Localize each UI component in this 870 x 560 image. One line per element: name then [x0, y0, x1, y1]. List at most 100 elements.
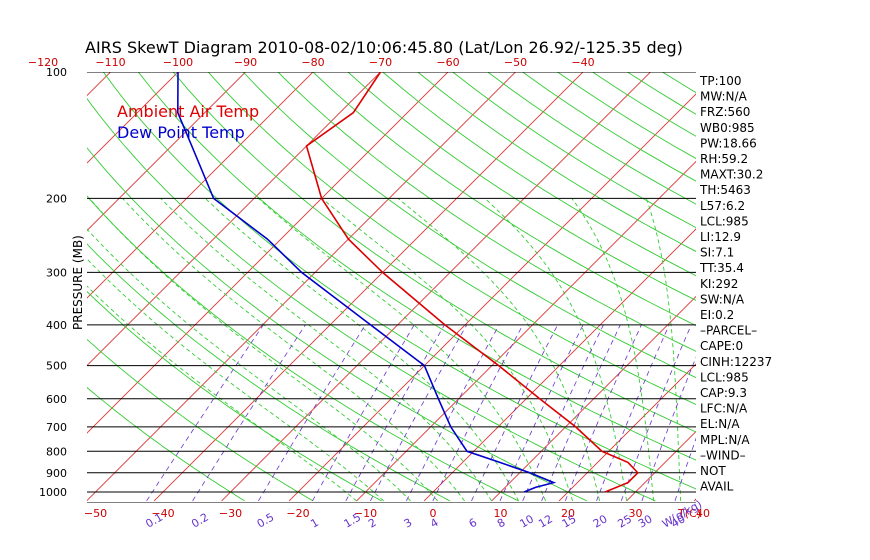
sounding-stat-item: –PARCEL–	[700, 324, 757, 338]
top-temperature-tick-label: −70	[369, 56, 392, 69]
isotherm-line	[87, 72, 179, 164]
pressure-axis-labels: 100 200 300 400 500 600 700 800 900 1000	[39, 66, 67, 499]
bottom-temperature-tick-label: 10	[494, 507, 508, 520]
mixing-ratio-tick-label: 0.5	[255, 511, 277, 531]
mixing-ratio-tick-label: 1	[308, 516, 321, 531]
sounding-stat-item: LI:12.9	[700, 230, 741, 244]
dry-adiabat-line	[102, 72, 696, 490]
mixing-ratio-tick-label: 0.2	[189, 511, 211, 531]
isotherm-line	[87, 72, 247, 232]
dry-adiabat-line	[382, 72, 696, 277]
dry-adiabat-line	[242, 72, 696, 379]
mixing-ratio-tick-label: 25	[616, 512, 635, 530]
mixing-ratio-line	[499, 324, 584, 502]
moist-adiabat-line	[87, 285, 357, 502]
mixing-ratio-tick-label: 6	[467, 516, 480, 531]
dry-adiabat-line	[87, 243, 451, 502]
y-axis-label: PRESSURE (MB)	[71, 235, 85, 330]
sounding-stat-item: MPL:N/A	[700, 433, 750, 447]
dry-adiabat-line	[137, 72, 696, 461]
pressure-tick-label: 200	[46, 192, 67, 205]
pressure-tick-label: 400	[46, 319, 67, 332]
pressure-tick-label: 500	[46, 360, 67, 373]
chart-title: AIRS SkewT Diagram 2010-08-02/10:06:45.8…	[85, 38, 683, 57]
pressure-tick-label: 900	[46, 467, 67, 480]
pressure-tick-label: 600	[46, 393, 67, 406]
moist-adiabat-line	[122, 198, 465, 502]
mixing-ratio-line	[312, 324, 415, 502]
bottom-temperature-tick-label: 20	[561, 507, 575, 520]
mixing-ratio-line	[432, 324, 524, 502]
sounding-stat-item: WB0:985	[700, 121, 755, 135]
moist-adiabat-lines	[87, 198, 682, 502]
mixing-ratio-line	[674, 437, 696, 502]
sounding-stat-item: LFC:N/A	[700, 402, 748, 416]
sounding-stat-item: PW:18.66	[700, 136, 757, 150]
moist-adiabat-line	[484, 198, 628, 501]
bottom-temperature-tick-label: −10	[354, 507, 377, 520]
mixing-ratio-tick-label: 20	[591, 512, 610, 530]
moist-adiabat-line	[87, 228, 411, 502]
top-temperature-tick-label: −80	[301, 56, 324, 69]
bottom-temperature-tick-label: −30	[219, 507, 242, 520]
mixing-ratio-line	[146, 324, 264, 502]
sounding-stat-item: MW:N/A	[700, 90, 748, 104]
sounding-stat-item: CAP:9.3	[700, 386, 747, 400]
sounding-stat-item: NOT	[700, 464, 726, 478]
sounding-stat-item: –WIND–	[700, 448, 746, 462]
mixing-ratio-line	[345, 324, 445, 502]
dry-adiabat-line	[87, 338, 314, 502]
bottom-temperature-tick-label: −40	[151, 507, 174, 520]
mixing-ratio-line	[258, 324, 366, 502]
pressure-tick-label: 800	[46, 445, 67, 458]
moist-adiabat-line	[321, 198, 574, 502]
mixing-ratio-tick-label: 3	[402, 516, 415, 531]
ambient-air-temp-line	[305, 72, 639, 493]
dry-adiabat-line	[312, 72, 696, 327]
isotherm-line	[288, 93, 696, 502]
temperature-unit-label: T(C)	[677, 507, 701, 520]
isotherm-line	[221, 72, 652, 502]
dry-adiabat-line	[87, 147, 588, 502]
sounding-stat-item: FRZ:560	[700, 105, 750, 119]
top-temperature-tick-label: −60	[436, 56, 459, 69]
top-temperature-tick-label: −90	[234, 56, 257, 69]
mixing-ratio-tick-label: 4	[428, 516, 441, 531]
sounding-stat-item: CINH:12237	[700, 355, 772, 369]
sounding-stat-item: CAPE:0	[700, 339, 743, 353]
dry-adiabat-line	[172, 72, 696, 433]
sounding-stat-item: AVAIL	[700, 480, 734, 494]
sounding-stat-item: EI:0.2	[700, 308, 734, 322]
top-temperature-labels: −120 −110 −100 −90 −80 −70 −60 −50 −40	[28, 56, 595, 69]
sounding-stat-item: EL:N/A	[700, 417, 740, 431]
sounding-stat-item: RH:59.2	[700, 152, 748, 166]
isotherm-line	[491, 295, 696, 502]
sounding-stat-item: KI:292	[700, 277, 738, 291]
mixing-ratio-line	[620, 324, 692, 502]
moist-adiabat-line	[160, 198, 492, 502]
sounding-stat-item: TP:100	[699, 74, 742, 88]
moist-adiabat-line	[89, 198, 438, 502]
dew-point-temp-line	[176, 72, 557, 493]
mixing-ratio-tick-label: 12	[536, 512, 555, 530]
mixing-ratio-line	[541, 324, 621, 502]
bottom-temperature-labels: −50 −40 −30 −20 −10 0 10 20 30 40	[84, 507, 710, 520]
dry-adiabat-line	[277, 72, 696, 352]
isotherm-line	[153, 72, 584, 502]
isobar-lines	[87, 72, 696, 503]
isotherm-line	[87, 72, 449, 434]
sounding-series	[176, 72, 639, 493]
bottom-temperature-tick-label: −50	[84, 507, 107, 520]
dry-adiabat-line	[417, 72, 696, 252]
dry-adiabat-line	[347, 72, 696, 301]
mixing-ratio-tick-label: 30	[636, 512, 655, 530]
mixing-ratio-line	[596, 324, 670, 502]
sounding-stat-item: SW:N/A	[700, 292, 745, 306]
dry-adiabat-line	[87, 386, 245, 502]
sounding-stat-item: LCL:985	[700, 214, 749, 228]
sounding-stat-item: TT:35.4	[699, 261, 744, 275]
legend-dew-point-temp: Dew Point Temp	[117, 123, 245, 142]
top-temperature-tick-label: −40	[571, 56, 594, 69]
isotherm-lines	[87, 53, 870, 502]
isotherm-line	[762, 53, 870, 501]
